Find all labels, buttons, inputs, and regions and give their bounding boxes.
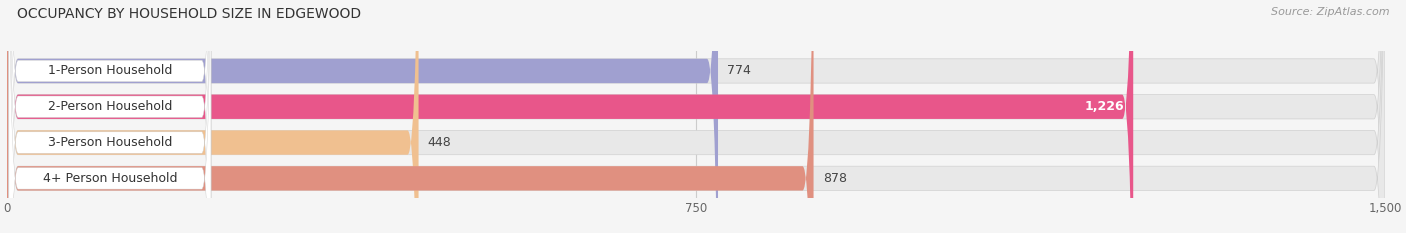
FancyBboxPatch shape	[7, 0, 814, 233]
Text: 878: 878	[823, 172, 846, 185]
Text: 774: 774	[727, 65, 751, 77]
FancyBboxPatch shape	[8, 0, 211, 233]
Text: Source: ZipAtlas.com: Source: ZipAtlas.com	[1271, 7, 1389, 17]
FancyBboxPatch shape	[7, 0, 1385, 233]
Text: 3-Person Household: 3-Person Household	[48, 136, 172, 149]
FancyBboxPatch shape	[8, 0, 211, 233]
FancyBboxPatch shape	[7, 0, 1385, 233]
FancyBboxPatch shape	[7, 0, 419, 233]
Text: OCCUPANCY BY HOUSEHOLD SIZE IN EDGEWOOD: OCCUPANCY BY HOUSEHOLD SIZE IN EDGEWOOD	[17, 7, 361, 21]
Text: 4+ Person Household: 4+ Person Household	[42, 172, 177, 185]
Text: 1,226: 1,226	[1084, 100, 1123, 113]
Text: 1-Person Household: 1-Person Household	[48, 65, 172, 77]
FancyBboxPatch shape	[8, 0, 211, 233]
FancyBboxPatch shape	[7, 0, 1133, 233]
FancyBboxPatch shape	[7, 0, 718, 233]
Text: 448: 448	[427, 136, 451, 149]
FancyBboxPatch shape	[7, 0, 1385, 233]
Text: 2-Person Household: 2-Person Household	[48, 100, 172, 113]
FancyBboxPatch shape	[8, 0, 211, 233]
FancyBboxPatch shape	[7, 0, 1385, 233]
